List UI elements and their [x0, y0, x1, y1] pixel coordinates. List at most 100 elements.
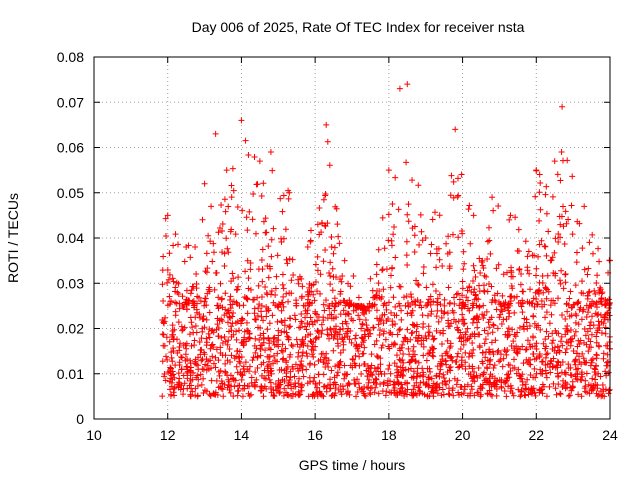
data-point	[260, 218, 267, 225]
data-point	[183, 306, 190, 313]
data-point	[494, 290, 501, 297]
data-point	[565, 361, 572, 368]
data-point	[184, 385, 191, 392]
data-point	[160, 342, 167, 349]
data-point	[378, 344, 385, 351]
data-point	[415, 359, 422, 366]
data-point	[194, 362, 201, 369]
data-point	[375, 246, 382, 253]
data-point	[477, 270, 484, 277]
data-point	[343, 390, 350, 397]
data-point	[189, 388, 196, 395]
data-point	[244, 227, 251, 234]
data-point	[524, 376, 531, 383]
data-point	[585, 265, 592, 272]
data-point	[293, 336, 300, 343]
data-point	[178, 366, 185, 373]
data-point	[223, 235, 230, 242]
data-point	[571, 332, 578, 339]
data-point	[487, 371, 494, 378]
data-point	[215, 229, 222, 236]
data-point	[443, 240, 450, 247]
data-point	[233, 353, 240, 360]
data-point	[163, 353, 170, 360]
data-point	[347, 362, 354, 369]
data-point	[570, 348, 577, 355]
data-point	[523, 316, 530, 323]
data-point	[378, 316, 385, 323]
data-point	[431, 335, 438, 342]
data-point	[263, 229, 270, 236]
data-point	[484, 238, 491, 245]
data-point	[460, 248, 467, 255]
data-point	[288, 342, 295, 349]
data-point	[484, 256, 491, 263]
data-point	[543, 252, 550, 259]
data-point	[355, 302, 362, 309]
data-point	[374, 354, 381, 361]
data-point	[470, 289, 477, 296]
data-point	[246, 208, 253, 215]
data-point	[316, 379, 323, 386]
data-point	[503, 371, 510, 378]
data-point	[394, 374, 401, 381]
data-point	[258, 294, 265, 301]
data-point	[396, 283, 403, 290]
data-point	[582, 388, 589, 395]
data-point	[231, 383, 238, 390]
data-point	[547, 369, 554, 376]
data-point	[410, 347, 417, 354]
data-point	[215, 294, 222, 301]
data-point	[183, 244, 190, 251]
data-point	[453, 291, 460, 298]
data-point	[602, 324, 609, 331]
data-point	[326, 302, 333, 309]
data-point	[163, 334, 170, 341]
data-point	[380, 320, 387, 327]
data-point	[515, 226, 522, 233]
data-point	[211, 286, 218, 293]
data-point	[258, 372, 265, 379]
data-point	[543, 374, 550, 381]
data-point	[393, 352, 400, 359]
data-point	[299, 349, 306, 356]
data-point	[533, 324, 540, 331]
data-point	[277, 389, 284, 396]
data-point	[282, 226, 289, 233]
data-point	[409, 329, 416, 336]
data-point	[258, 192, 265, 199]
data-point	[408, 357, 415, 364]
data-point	[307, 338, 314, 345]
data-point	[303, 326, 310, 333]
data-point	[379, 267, 386, 274]
data-point	[246, 392, 253, 399]
data-point	[604, 359, 611, 366]
data-point	[283, 290, 290, 297]
data-point	[573, 312, 580, 319]
data-point	[275, 377, 282, 384]
data-point	[238, 320, 245, 327]
data-point	[578, 377, 585, 384]
data-point	[273, 387, 280, 394]
data-point	[409, 307, 416, 314]
data-point	[214, 315, 221, 322]
data-point	[399, 341, 406, 348]
data-point	[234, 286, 241, 293]
data-point	[299, 352, 306, 359]
data-point	[252, 335, 259, 342]
grid-lines	[94, 57, 610, 419]
data-point	[396, 302, 403, 309]
data-point	[246, 363, 253, 370]
data-point	[538, 237, 545, 244]
data-point	[462, 349, 469, 356]
data-point	[280, 303, 287, 310]
data-point	[561, 241, 568, 248]
data-point	[556, 213, 563, 220]
data-point	[271, 393, 278, 400]
data-point	[287, 374, 294, 381]
data-point	[243, 214, 250, 221]
data-point	[227, 293, 234, 300]
data-point	[409, 225, 416, 232]
data-point	[164, 356, 171, 363]
data-point	[446, 377, 453, 384]
